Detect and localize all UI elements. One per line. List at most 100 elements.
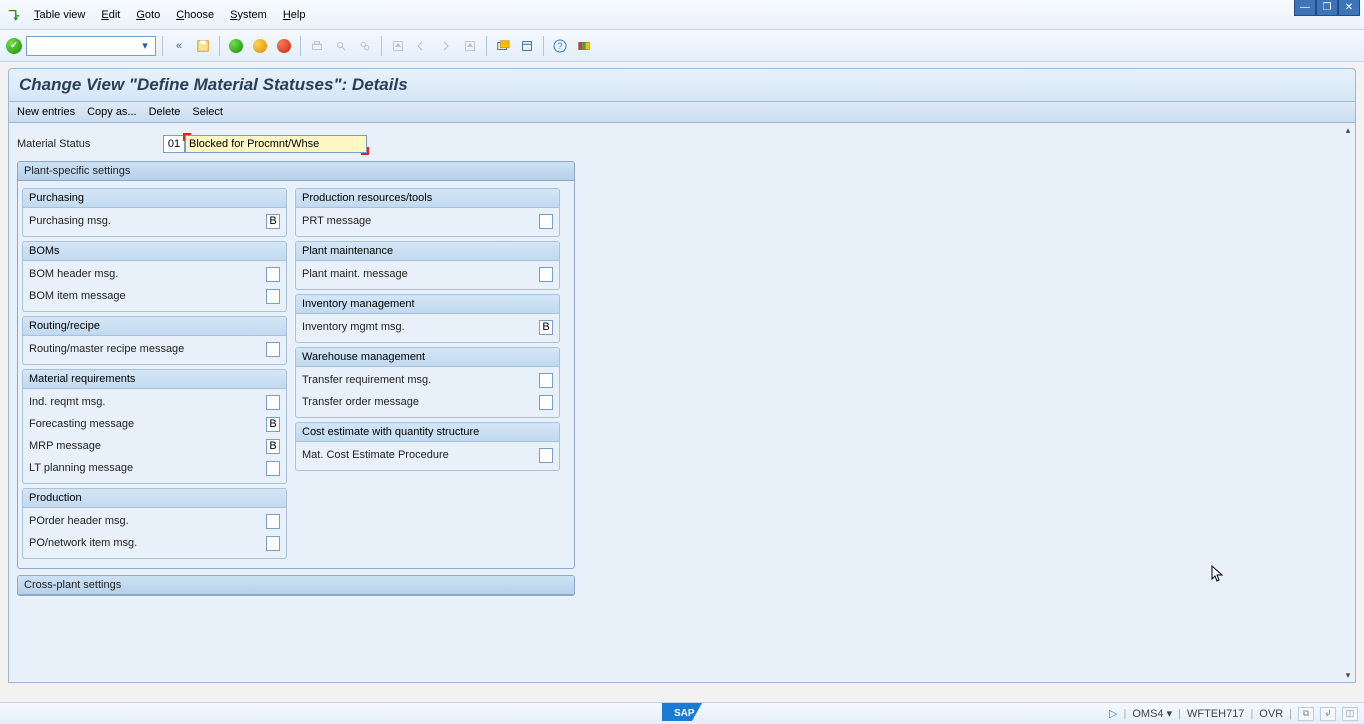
field-input[interactable]	[539, 448, 553, 463]
group-plant-maintenance: Plant maintenancePlant maint. message	[295, 241, 560, 290]
field-input[interactable]	[266, 395, 280, 410]
field-row: Mat. Cost Estimate Procedure	[302, 444, 553, 466]
last-page-button[interactable]	[460, 36, 480, 56]
group-title: Production	[23, 489, 286, 508]
field-input[interactable]: B	[266, 439, 280, 454]
menu-edit[interactable]: Edit	[95, 7, 126, 23]
field-input[interactable]	[539, 395, 553, 410]
print-button[interactable]	[307, 36, 327, 56]
status-arrow-icon: ▷	[1109, 707, 1117, 720]
group-production-resources-tools: Production resources/toolsPRT message	[295, 188, 560, 237]
cross-plant-group: Cross-plant settings	[17, 575, 575, 596]
dropdown-icon[interactable]: ▾	[137, 38, 153, 54]
content-area: ▴ ▾ Material Status 01 Blocked for Procm…	[8, 123, 1356, 683]
statusbar: SAP ▷ | OMS4 ▾ | WFTEH717 | OVR | ⧉ ↲ ◫	[0, 702, 1364, 724]
field-label: Forecasting message	[29, 418, 266, 430]
status-btn-3[interactable]: ◫	[1342, 707, 1358, 721]
field-input[interactable]	[539, 214, 553, 229]
status-btn-2[interactable]: ↲	[1320, 707, 1336, 721]
toolbar: ✔ ▾ « ?	[0, 30, 1364, 62]
layout-button[interactable]	[574, 36, 594, 56]
menu-icon[interactable]	[6, 7, 22, 23]
group-warehouse-management: Warehouse management Transfer requirement…	[295, 347, 560, 418]
menu-system[interactable]: System	[224, 7, 273, 23]
minimize-button[interactable]: —	[1294, 0, 1316, 16]
field-input[interactable]: B	[266, 214, 280, 229]
field-label: POrder header msg.	[29, 515, 266, 527]
field-row: LT planning message	[29, 457, 280, 479]
window-controls: — ❐ ✕	[1294, 0, 1360, 16]
field-row: MRP messageB	[29, 435, 280, 457]
field-label: Routing/master recipe message	[29, 343, 266, 355]
maximize-button[interactable]: ❐	[1316, 0, 1338, 16]
sep: |	[1289, 708, 1292, 720]
material-status-row: Material Status 01 Blocked for Procmnt/W…	[17, 135, 1347, 153]
group-production: Production POrder header msg. PO/network i…	[22, 488, 287, 559]
group-inventory-management: Inventory managementInventory mgmt msg.B	[295, 294, 560, 343]
new-session-button[interactable]	[493, 36, 513, 56]
cross-plant-title: Cross-plant settings	[18, 576, 574, 595]
field-input[interactable]: B	[539, 320, 553, 335]
cancel-red-button[interactable]	[274, 36, 294, 56]
command-field[interactable]: ▾	[26, 36, 156, 56]
scroll-down-icon[interactable]: ▾	[1343, 670, 1353, 680]
close-button[interactable]: ✕	[1338, 0, 1360, 16]
scroll-up-icon[interactable]: ▴	[1343, 125, 1353, 135]
field-input[interactable]	[266, 267, 280, 282]
menu-help[interactable]: Help	[277, 7, 312, 23]
help-button[interactable]: ?	[550, 36, 570, 56]
field-input[interactable]	[266, 342, 280, 357]
field-label: Transfer requirement msg.	[302, 374, 539, 386]
material-status-code[interactable]: 01	[163, 135, 185, 153]
group-title: Warehouse management	[296, 348, 559, 367]
field-input[interactable]	[266, 461, 280, 476]
field-input[interactable]	[266, 514, 280, 529]
find-next-button[interactable]	[355, 36, 375, 56]
page-title: Change View "Define Material Statuses": …	[8, 68, 1356, 102]
generate-shortcut-button[interactable]	[517, 36, 537, 56]
field-label: PRT message	[302, 215, 539, 227]
transaction-code[interactable]: OMS4 ▾	[1132, 707, 1172, 720]
field-label: BOM item message	[29, 290, 266, 302]
exit-button[interactable]	[250, 36, 270, 56]
material-status-desc[interactable]: Blocked for Procmnt/Whse	[185, 135, 367, 153]
field-input[interactable]	[266, 289, 280, 304]
field-input[interactable]	[539, 267, 553, 282]
scrollbar[interactable]: ▴ ▾	[1341, 123, 1355, 682]
field-label: PO/network item msg.	[29, 537, 266, 549]
find-button[interactable]	[331, 36, 351, 56]
back-green-button[interactable]	[226, 36, 246, 56]
svg-text:SAP: SAP	[674, 708, 695, 719]
group-title: BOMs	[23, 242, 286, 261]
prev-page-button[interactable]	[412, 36, 432, 56]
menu-goto[interactable]: Goto	[130, 7, 166, 23]
action-new-entries[interactable]: New entries	[17, 106, 75, 118]
menu-tableview[interactable]: Table view	[28, 7, 91, 23]
server-name: WFTEH717	[1187, 708, 1244, 720]
field-row: Transfer order message	[302, 391, 553, 413]
field-input[interactable]: B	[266, 417, 280, 432]
menu-choose[interactable]: Choose	[170, 7, 220, 23]
field-row: PO/network item msg.	[29, 532, 280, 554]
field-input[interactable]	[266, 536, 280, 551]
sep: |	[1250, 708, 1253, 720]
first-page-button[interactable]	[388, 36, 408, 56]
field-input[interactable]	[539, 373, 553, 388]
action-copy-as-[interactable]: Copy as...	[87, 106, 137, 118]
svg-text:?: ?	[557, 41, 562, 51]
insert-mode: OVR	[1259, 708, 1283, 720]
back-button[interactable]: «	[169, 36, 189, 56]
save-button[interactable]	[193, 36, 213, 56]
field-label: Plant maint. message	[302, 268, 539, 280]
action-delete[interactable]: Delete	[149, 106, 181, 118]
enter-button[interactable]: ✔	[6, 38, 22, 54]
field-label: LT planning message	[29, 462, 266, 474]
group-title: Material requirements	[23, 370, 286, 389]
status-btn-1[interactable]: ⧉	[1298, 707, 1314, 721]
group-cost-estimate-with-quantity-structure: Cost estimate with quantity structureMat…	[295, 422, 560, 471]
field-row: Routing/master recipe message	[29, 338, 280, 360]
next-page-button[interactable]	[436, 36, 456, 56]
field-row: Forecasting messageB	[29, 413, 280, 435]
action-select[interactable]: Select	[192, 106, 223, 118]
menubar: Table viewEditGotoChooseSystemHelp — ❐ ✕	[0, 0, 1364, 30]
